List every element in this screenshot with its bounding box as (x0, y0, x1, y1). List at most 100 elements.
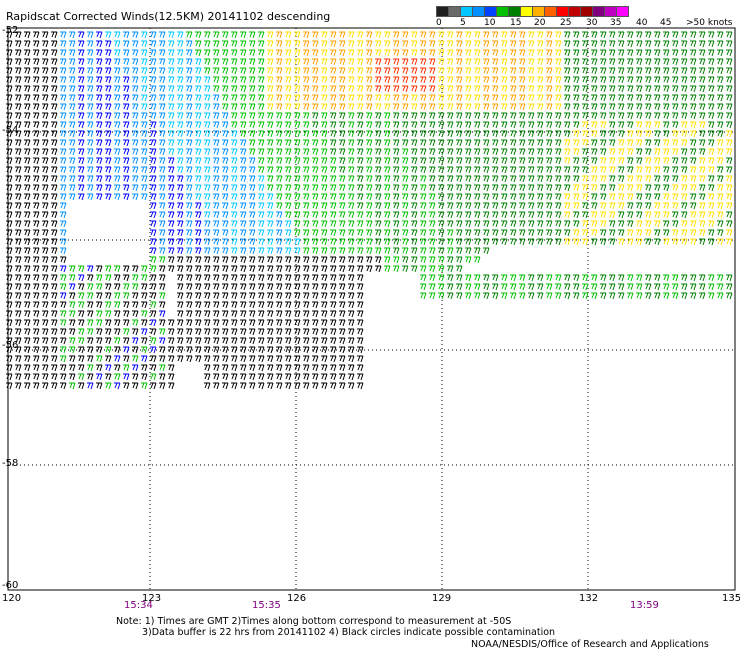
wind-barb (159, 121, 166, 129)
wind-barb (231, 130, 238, 138)
wind-barb (420, 94, 427, 102)
wind-barb (681, 40, 688, 48)
wind-barb (60, 148, 67, 156)
notes: Note: 1) Times are GMT 2)Times along bot… (116, 616, 555, 638)
wind-barb (60, 364, 67, 372)
wind-barb (213, 238, 220, 246)
wind-barb (195, 175, 202, 183)
wind-barb (429, 49, 436, 57)
wind-barb (348, 301, 355, 309)
wind-barb (501, 40, 508, 48)
wind-barb (465, 274, 472, 282)
wind-barb (78, 175, 85, 183)
wind-barb (600, 94, 607, 102)
wind-barb (303, 67, 310, 75)
wind-barb (312, 157, 319, 165)
wind-barb (312, 85, 319, 93)
wind-barb (105, 112, 112, 120)
wind-barb (240, 346, 247, 354)
wind-barb (6, 202, 13, 210)
wind-barb (222, 283, 229, 291)
wind-barb (303, 301, 310, 309)
wind-barb (546, 103, 553, 111)
wind-barb (420, 238, 427, 246)
wind-barb (483, 175, 490, 183)
wind-barb (393, 238, 400, 246)
wind-barb (312, 193, 319, 201)
wind-barb (510, 94, 517, 102)
wind-barb (357, 274, 364, 282)
wind-barb (96, 130, 103, 138)
wind-barb (510, 229, 517, 237)
wind-barb (600, 103, 607, 111)
wind-barb (447, 274, 454, 282)
wind-barb (519, 166, 526, 174)
wind-barb (483, 292, 490, 300)
wind-barb (231, 139, 238, 147)
wind-barb (384, 184, 391, 192)
wind-barb (501, 211, 508, 219)
wind-barb (159, 292, 166, 300)
wind-barb (717, 121, 724, 129)
wind-barb (627, 58, 634, 66)
wind-barb (501, 202, 508, 210)
wind-barb (159, 373, 166, 381)
wind-barb (294, 85, 301, 93)
wind-barb (672, 274, 679, 282)
wind-barb (114, 130, 121, 138)
wind-barb (33, 274, 40, 282)
wind-barb (330, 67, 337, 75)
wind-barb (186, 256, 193, 264)
wind-barb (213, 382, 220, 390)
wind-barb (222, 112, 229, 120)
wind-barb (321, 301, 328, 309)
wind-barb (24, 49, 31, 57)
wind-barb (465, 130, 472, 138)
wind-barb (438, 166, 445, 174)
wind-barb (627, 274, 634, 282)
wind-barb (105, 139, 112, 147)
wind-barb (258, 139, 265, 147)
wind-barb (204, 301, 211, 309)
wind-barb (690, 139, 697, 147)
wind-barb (375, 202, 382, 210)
wind-barb (285, 301, 292, 309)
wind-barb (177, 256, 184, 264)
wind-barb (600, 202, 607, 210)
wind-barb (438, 292, 445, 300)
wind-barb (438, 211, 445, 219)
wind-barb (321, 157, 328, 165)
wind-barb (15, 175, 22, 183)
wind-barb (15, 355, 22, 363)
wind-barb (159, 148, 166, 156)
wind-barb (492, 85, 499, 93)
wind-barb (69, 382, 76, 390)
wind-barb (564, 49, 571, 57)
wind-barb (276, 130, 283, 138)
wind-barb (33, 166, 40, 174)
wind-barb (366, 265, 373, 273)
wind-barb (384, 202, 391, 210)
wind-barb (348, 58, 355, 66)
wind-barb (168, 157, 175, 165)
wind-barb (555, 139, 562, 147)
wind-barb (276, 337, 283, 345)
wind-barb (420, 166, 427, 174)
wind-barb (330, 319, 337, 327)
wind-barb (69, 94, 76, 102)
wind-barb (42, 364, 49, 372)
wind-barb (222, 103, 229, 111)
wind-barb (555, 121, 562, 129)
wind-barb (555, 292, 562, 300)
wind-barb (510, 76, 517, 84)
wind-barb (393, 31, 400, 39)
wind-barb (312, 121, 319, 129)
wind-barb (249, 166, 256, 174)
wind-barb (474, 94, 481, 102)
wind-barb (708, 283, 715, 291)
wind-barb (456, 265, 463, 273)
wind-barb (501, 121, 508, 129)
wind-barb (150, 238, 157, 246)
wind-barb (276, 166, 283, 174)
wind-barb (519, 31, 526, 39)
